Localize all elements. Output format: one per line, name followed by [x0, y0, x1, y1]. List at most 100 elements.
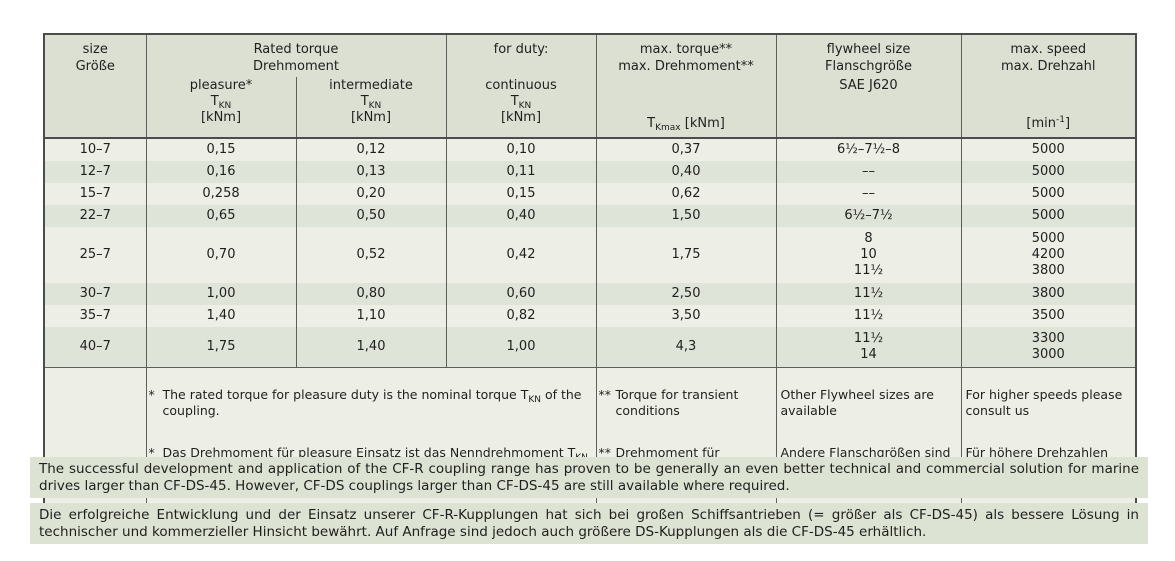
- cell-max-torque: 0,62: [595, 183, 776, 205]
- header-continuous-label: continuous: [485, 78, 557, 93]
- header-duty-label: for duty:: [493, 42, 549, 57]
- cell-max-torque: 0,37: [595, 138, 776, 161]
- header-max-torque-symbol: TKmax [kNm]: [647, 116, 725, 133]
- cell-max-torque: 2,50: [595, 283, 776, 305]
- cell-continuous: 0,60: [445, 283, 596, 305]
- header-continuous-symbol: TKN: [510, 94, 532, 111]
- cell-speed: 3800: [960, 283, 1136, 305]
- cell-pleasure: 1,00: [145, 283, 296, 305]
- header-max-torque-de: max. Drehmoment**: [618, 59, 754, 74]
- header-continuous-unit: [kNm]: [500, 110, 542, 125]
- cell-speed: 3500: [960, 305, 1136, 327]
- cell-continuous: 1,00: [445, 327, 596, 367]
- footnote-item: Other Flywheel sizes are available: [780, 387, 934, 418]
- table-row: 12–7 0,16 0,13 0,11 0,40 –– 5000: [44, 161, 1136, 183]
- cell-continuous: 0,15: [445, 183, 596, 205]
- header-max-speed: max. speed max. Drehzahl [min-1]: [960, 34, 1136, 139]
- cell-speed: 5000: [960, 183, 1136, 205]
- table-header: size Größe Rated torque Drehmoment pleas…: [44, 34, 1136, 139]
- header-flywheel-en: flywheel size: [826, 42, 911, 57]
- note-paragraph-english: The successful development and applicati…: [30, 457, 1148, 498]
- header-rated-de: Drehmoment: [253, 59, 339, 74]
- cell-continuous: 0,10: [445, 138, 596, 161]
- cell-flywheel: 11½: [775, 283, 961, 305]
- header-size: size Größe: [44, 34, 146, 139]
- cell-pleasure: 0,15: [145, 138, 296, 161]
- cell-speed: 5000: [960, 138, 1136, 161]
- header-pleasure-unit: [kNm]: [200, 110, 242, 125]
- table-row: 25–7 0,70 0,52 0,42 1,75 8 10 11½ 5000 4…: [44, 227, 1136, 283]
- header-intermediate-unit: [kNm]: [350, 110, 392, 125]
- cell-flywheel: 11½: [775, 305, 961, 327]
- cell-size: 30–7: [44, 283, 146, 305]
- header-pleasure-col: pleasure* TKN [kNm]: [147, 77, 296, 137]
- cell-flywheel: 8 10 11½: [775, 227, 961, 283]
- cell-size: 22–7: [44, 205, 146, 227]
- header-max-torque-en: max. torque**: [639, 42, 733, 57]
- cell-size: 25–7: [44, 227, 146, 283]
- header-speed-de: max. Drehzahl: [1000, 59, 1096, 74]
- cell-pleasure: 1,40: [145, 305, 296, 327]
- cell-flywheel: 11½ 14: [775, 327, 961, 367]
- footnote-item: ** Torque for transient conditions: [598, 387, 739, 418]
- header-flywheel-de: Flanschgröße: [825, 59, 912, 74]
- cell-size: 40–7: [44, 327, 146, 367]
- table-row: 30–7 1,00 0,80 0,60 2,50 11½ 3800: [44, 283, 1136, 305]
- header-rated-torque: Rated torque Drehmoment pleasure* TKN [k…: [145, 34, 446, 139]
- cell-intermediate: 1,40: [295, 327, 446, 367]
- header-pleasure-symbol: TKN: [210, 94, 232, 111]
- cell-flywheel: 6½–7½–8: [775, 138, 961, 161]
- table-row: 15–7 0,258 0,20 0,15 0,62 –– 5000: [44, 183, 1136, 205]
- cell-size: 35–7: [44, 305, 146, 327]
- table-row: 40–7 1,75 1,40 1,00 4,3 11½ 14 3300 3000: [44, 327, 1136, 367]
- header-flywheel-standard: SAE J620: [839, 78, 898, 93]
- cell-continuous: 0,11: [445, 161, 596, 183]
- header-max-torque: max. torque** max. Drehmoment** TKmax [k…: [595, 34, 776, 139]
- cell-pleasure: 0,258: [145, 183, 296, 205]
- cell-continuous: 0,42: [445, 227, 596, 283]
- cell-size: 10–7: [44, 138, 146, 161]
- header-speed-unit: [min-1]: [1026, 115, 1071, 132]
- header-size-de: Größe: [75, 59, 115, 74]
- table-row: 35–7 1,40 1,10 0,82 3,50 11½ 3500: [44, 305, 1136, 327]
- header-intermediate-col: intermediate TKN [kNm]: [295, 77, 446, 137]
- cell-intermediate: 0,20: [295, 183, 446, 205]
- cell-flywheel: ––: [775, 161, 961, 183]
- cell-max-torque: 1,50: [595, 205, 776, 227]
- header-flywheel: flywheel size Flanschgröße SAE J620: [775, 34, 961, 139]
- cell-size: 12–7: [44, 161, 146, 183]
- cell-intermediate: 0,50: [295, 205, 446, 227]
- header-rated-en: Rated torque: [253, 42, 339, 57]
- cell-pleasure: 0,16: [145, 161, 296, 183]
- cell-continuous: 0,82: [445, 305, 596, 327]
- cell-pleasure: 0,65: [145, 205, 296, 227]
- table-row: 10–7 0,15 0,12 0,10 0,37 6½–7½–8 5000: [44, 138, 1136, 161]
- cell-intermediate: 0,12: [295, 138, 446, 161]
- cell-size: 15–7: [44, 183, 146, 205]
- cell-intermediate: 0,52: [295, 227, 446, 283]
- cell-flywheel: ––: [775, 183, 961, 205]
- footnote-item: For higher speeds please consult us: [965, 387, 1123, 418]
- header-speed-en: max. speed: [1010, 42, 1087, 57]
- cell-speed: 5000: [960, 205, 1136, 227]
- cell-intermediate: 0,80: [295, 283, 446, 305]
- cell-max-torque: 4,3: [595, 327, 776, 367]
- header-for-duty: for duty: continuous TKN [kNm]: [445, 34, 596, 139]
- cell-speed: 3300 3000: [960, 327, 1136, 367]
- cell-continuous: 0,40: [445, 205, 596, 227]
- cell-intermediate: 1,10: [295, 305, 446, 327]
- table-body: 10–7 0,15 0,12 0,10 0,37 6½–7½–8 5000 12…: [44, 138, 1136, 507]
- header-pleasure-label: pleasure*: [189, 78, 253, 93]
- header-intermediate-symbol: TKN: [360, 94, 382, 111]
- header-size-en: size: [82, 42, 108, 57]
- note-paragraph-german: Die erfolgreiche Entwicklung und der Ein…: [30, 503, 1148, 544]
- coupling-spec-table: size Größe Rated torque Drehmoment pleas…: [43, 33, 1137, 508]
- cell-pleasure: 0,70: [145, 227, 296, 283]
- cell-flywheel: 6½–7½: [775, 205, 961, 227]
- cell-max-torque: 0,40: [595, 161, 776, 183]
- cell-max-torque: 3,50: [595, 305, 776, 327]
- cell-pleasure: 1,75: [145, 327, 296, 367]
- cell-speed: 5000: [960, 161, 1136, 183]
- header-intermediate-label: intermediate: [329, 78, 413, 93]
